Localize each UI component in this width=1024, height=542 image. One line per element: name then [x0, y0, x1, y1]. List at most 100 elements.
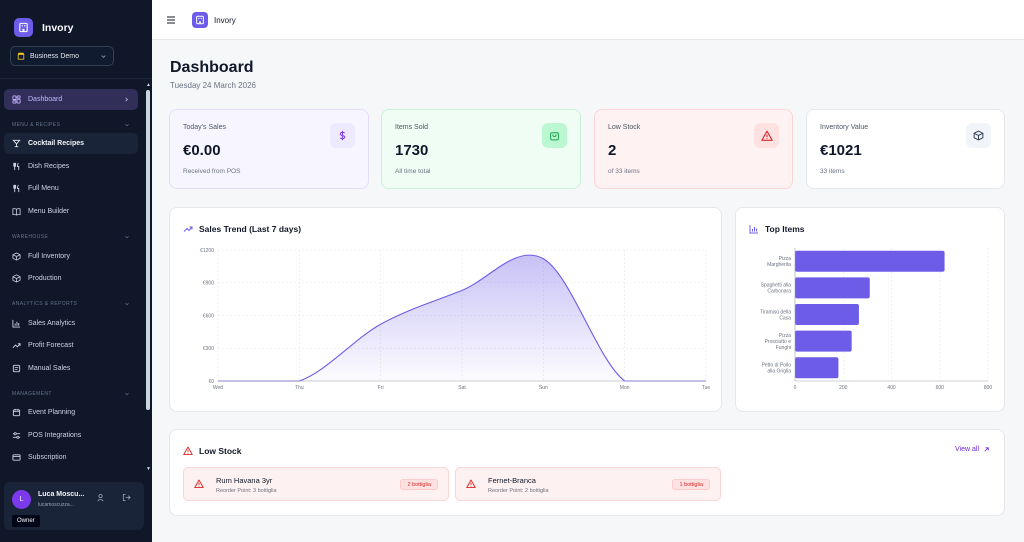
low-stock-title: Low Stock: [183, 446, 242, 456]
nav-section-management[interactable]: MANAGEMENT: [12, 391, 130, 397]
business-select-value: Business Demo: [30, 52, 80, 60]
sidebar-item-label: POS Integrations: [28, 432, 82, 439]
sidebar-item-cocktail-recipes[interactable]: Cocktail Recipes: [4, 133, 138, 154]
warning-icon: [183, 446, 193, 456]
scroll-down-icon[interactable]: ▼: [146, 466, 151, 472]
sliders-icon: [12, 432, 21, 439]
credit-card-icon: [12, 454, 21, 461]
page-title: Dashboard: [170, 59, 254, 76]
warning-icon: [466, 479, 476, 489]
scrollbar-thumb[interactable]: [146, 90, 150, 410]
y-tick-label: €600: [203, 313, 214, 319]
calendar-icon: [12, 408, 21, 417]
nav-section-warehouse[interactable]: WAREHOUSE: [12, 234, 130, 240]
utensils-icon: [13, 162, 20, 171]
x-tick-label: Tue: [702, 385, 711, 391]
user-icon[interactable]: [96, 493, 105, 502]
sidebar-item-label: Profit Forecast: [28, 342, 74, 349]
sales-area: [218, 255, 706, 381]
topbar: Invory: [152, 0, 1024, 40]
brand[interactable]: Invory: [14, 18, 74, 37]
sidebar-item-production[interactable]: Production: [4, 268, 138, 289]
stat-card-todays-sales[interactable]: Today's Sales €0.00 Received from POS: [169, 109, 369, 189]
book-open-icon: [12, 208, 21, 216]
package-icon: [12, 274, 21, 283]
user-name: Luca Moscu...: [38, 491, 85, 498]
sidebar-item-label: Production: [28, 275, 62, 282]
bar: [795, 250, 945, 272]
sidebar-item-profit-forecast[interactable]: Profit Forecast: [4, 335, 138, 356]
sidebar-item-label: Sales Analytics: [28, 320, 76, 327]
role-tooltip: Owner: [12, 515, 40, 527]
sidebar-item-dish-recipes[interactable]: Dish Recipes: [4, 156, 138, 177]
bar: [795, 277, 870, 299]
y-tick-label: €300: [203, 346, 214, 352]
nav-section-analytics[interactable]: ANALYTICS & REPORTS: [12, 301, 130, 307]
sidebar-item-subscription[interactable]: Subscription: [4, 447, 138, 468]
x-tick-label: 800: [984, 385, 993, 391]
x-tick-label: Fri: [378, 385, 384, 391]
chevron-down-icon: [101, 54, 106, 58]
business-select[interactable]: Business Demo: [10, 46, 114, 66]
page-date: Tuesday 24 March 2026: [170, 81, 256, 90]
low-stock-item[interactable]: Fernet-Branca Reorder Point: 2 bottiglia…: [455, 467, 721, 501]
sales-trend-chart[interactable]: €0 €300 €600 €900 €1200 Wed Thu Fri Sat Sun Mon Tue: [170, 208, 723, 413]
hamburger-menu-icon[interactable]: [166, 15, 176, 25]
chart-title: Sales Trend (Last 7 days): [183, 224, 301, 234]
stat-card-low-stock[interactable]: Low Stock 2 of 33 items: [594, 109, 793, 189]
bar: [795, 304, 859, 325]
chevron-right-icon: [125, 97, 128, 102]
stat-card-inventory-value[interactable]: Inventory Value €1021 33 items: [806, 109, 1005, 189]
y-tick-label: Tiramisù della Casa: [760, 309, 791, 321]
building-icon: [14, 18, 33, 37]
divider: [0, 78, 152, 79]
bar: [795, 357, 839, 379]
sidebar-item-event-planning[interactable]: Event Planning: [4, 402, 138, 423]
arrow-up-right-icon: [984, 447, 989, 452]
low-stock-card: Low Stock View all Rum Havana 3yr Reorde…: [169, 429, 1005, 516]
low-stock-item[interactable]: Rum Havana 3yr Reorder Point: 3 bottigli…: [183, 467, 449, 501]
box-icon: [966, 123, 991, 148]
y-tick-label: €900: [203, 281, 214, 287]
y-tick-label: Pizza Prosciutto e Funghi: [765, 333, 792, 351]
stat-card-items-sold[interactable]: Items Sold 1730 All time total: [381, 109, 581, 189]
sidebar-item-full-menu[interactable]: Full Menu: [4, 178, 138, 199]
nav-section-menu[interactable]: MENU & RECIPES: [12, 122, 130, 128]
logout-icon[interactable]: [122, 493, 131, 502]
sidebar-item-sales-analytics[interactable]: Sales Analytics: [4, 313, 138, 334]
sidebar-item-label: Menu Builder: [28, 208, 70, 215]
view-all-link[interactable]: View all: [955, 446, 990, 453]
shopping-bag-icon: [542, 123, 567, 148]
top-items-chart[interactable]: 0 200 400 600 800 Pizza Margherita Spaghetti al…: [736, 208, 1006, 413]
chevron-down-icon: [125, 235, 129, 239]
sidebar-item-label: Subscription: [28, 454, 67, 461]
sidebar-item-label: Manual Sales: [28, 365, 71, 372]
top-items-card: Top Items 0 200 400 600 800 Pizza Margherita Sp…: [735, 207, 1005, 412]
low-stock-item-reorder: Reorder Point: 2 bottiglia: [488, 488, 549, 494]
x-tick-label: 400: [887, 385, 896, 391]
x-tick-label: Sat: [458, 385, 466, 391]
sidebar-item-menu-builder[interactable]: Menu Builder: [4, 201, 138, 222]
chart-title: Top Items: [749, 224, 805, 234]
building-icon[interactable]: [192, 12, 208, 28]
chevron-down-icon: [125, 392, 129, 396]
chevron-down-icon: [125, 123, 129, 127]
bar-chart-icon: [12, 319, 21, 328]
sidebar-item-full-inventory[interactable]: Full Inventory: [4, 246, 138, 267]
bar-chart-icon: [749, 225, 758, 234]
x-tick-label: Wed: [213, 385, 223, 391]
scroll-up-icon[interactable]: ▲: [146, 82, 151, 88]
sidebar-item-label: Full Menu: [28, 185, 59, 192]
sales-trend-card: Sales Trend (Last 7 days) €0 €300 €600 €900…: [169, 207, 722, 412]
sidebar-item-dashboard[interactable]: Dashboard: [4, 89, 138, 110]
receipt-icon: [12, 364, 21, 373]
topbar-brand[interactable]: Invory: [214, 16, 236, 25]
sidebar-item-pos-integrations[interactable]: POS Integrations: [4, 425, 138, 446]
avatar[interactable]: L: [12, 490, 31, 509]
dashboard-icon: [12, 95, 21, 104]
chevron-down-icon: [125, 302, 129, 306]
low-stock-item-name: Fernet-Branca: [488, 476, 536, 485]
y-tick-label: Spaghetti alla Carbonara: [761, 283, 792, 295]
sidebar-scrollbar[interactable]: ▲ ▼: [145, 82, 151, 474]
sidebar-item-manual-sales[interactable]: Manual Sales: [4, 358, 138, 379]
